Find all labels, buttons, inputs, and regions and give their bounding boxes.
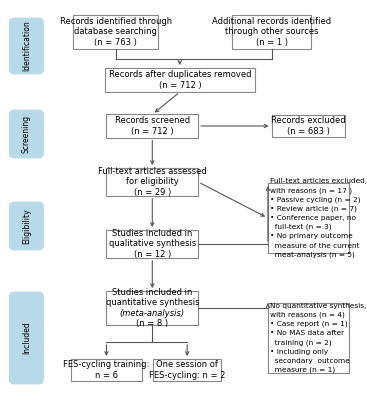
Text: (n = 712 ): (n = 712 )	[131, 127, 174, 136]
Text: One session of: One session of	[156, 360, 218, 369]
Text: Records excluded: Records excluded	[271, 116, 346, 125]
Text: with reasons (n = 17 ): with reasons (n = 17 )	[270, 187, 352, 194]
Text: secondary  outcome: secondary outcome	[270, 358, 349, 364]
FancyBboxPatch shape	[73, 15, 158, 49]
Text: Included: Included	[22, 322, 31, 354]
Text: measure of the current: measure of the current	[270, 243, 359, 249]
Text: Additional records identified: Additional records identified	[212, 17, 331, 26]
Text: database searching: database searching	[74, 28, 157, 36]
Text: Identification: Identification	[22, 21, 31, 71]
Text: Eligibility: Eligibility	[22, 208, 31, 244]
Text: FES-cycling training:: FES-cycling training:	[63, 360, 150, 369]
Text: Records after duplicates removed: Records after duplicates removed	[109, 70, 251, 79]
Text: Studies included in: Studies included in	[112, 288, 193, 297]
Text: n = 6: n = 6	[95, 371, 118, 380]
FancyBboxPatch shape	[106, 291, 198, 325]
FancyBboxPatch shape	[70, 359, 142, 381]
FancyBboxPatch shape	[272, 115, 345, 137]
Text: with reasons (n = 4): with reasons (n = 4)	[270, 312, 345, 318]
FancyBboxPatch shape	[153, 359, 221, 381]
FancyBboxPatch shape	[10, 110, 43, 158]
FancyBboxPatch shape	[10, 18, 43, 74]
Text: Records screened: Records screened	[115, 116, 190, 125]
Text: Records identified through: Records identified through	[59, 17, 172, 26]
Text: quantitative synthesis: quantitative synthesis	[106, 298, 199, 307]
FancyBboxPatch shape	[10, 292, 43, 384]
Text: (n = 8 ): (n = 8 )	[136, 319, 168, 328]
Text: training (n = 2): training (n = 2)	[270, 339, 331, 346]
FancyBboxPatch shape	[106, 168, 198, 196]
FancyBboxPatch shape	[106, 114, 198, 138]
Text: • Conference paper, no: • Conference paper, no	[270, 215, 356, 221]
Text: Full-text articles excluded,: Full-text articles excluded,	[270, 178, 367, 184]
Text: (n = 712 ): (n = 712 )	[159, 81, 201, 90]
Text: Studies included in: Studies included in	[112, 229, 193, 238]
FancyBboxPatch shape	[10, 202, 43, 250]
Text: (n = 763 ): (n = 763 )	[94, 38, 137, 47]
Text: (n = 683 ): (n = 683 )	[287, 127, 330, 136]
Text: No quantitative synthesis,: No quantitative synthesis,	[270, 303, 366, 309]
Text: (n = 29 ): (n = 29 )	[134, 188, 171, 197]
Text: • Passive cycling (n = 2): • Passive cycling (n = 2)	[270, 196, 360, 203]
Text: • Case report (n = 1): • Case report (n = 1)	[270, 321, 348, 328]
Text: meat-analysis (n = 5): meat-analysis (n = 5)	[270, 252, 355, 258]
Text: Full-text articles assessed: Full-text articles assessed	[98, 167, 207, 176]
Text: (n = 12 ): (n = 12 )	[134, 250, 171, 259]
Text: qualitative synthesis: qualitative synthesis	[109, 240, 196, 248]
Text: (meta-analysis): (meta-analysis)	[120, 309, 185, 318]
Text: full-text (n = 3): full-text (n = 3)	[270, 224, 331, 230]
Text: • Review article (n = 7): • Review article (n = 7)	[270, 206, 357, 212]
Text: Screening: Screening	[22, 115, 31, 153]
Text: measure (n = 1): measure (n = 1)	[270, 367, 335, 374]
FancyBboxPatch shape	[268, 303, 349, 373]
Text: (n = 1 ): (n = 1 )	[255, 38, 288, 47]
FancyBboxPatch shape	[268, 183, 349, 253]
Text: through other sources: through other sources	[225, 28, 318, 36]
FancyBboxPatch shape	[106, 230, 198, 258]
FancyBboxPatch shape	[105, 68, 255, 92]
FancyBboxPatch shape	[232, 15, 311, 49]
Text: FES-cycling: n = 2: FES-cycling: n = 2	[149, 371, 225, 380]
Text: • No MAS data after: • No MAS data after	[270, 330, 344, 336]
Text: • No primary outcome: • No primary outcome	[270, 234, 352, 240]
Text: for eligibility: for eligibility	[126, 178, 179, 186]
Text: • Including only: • Including only	[270, 349, 328, 355]
